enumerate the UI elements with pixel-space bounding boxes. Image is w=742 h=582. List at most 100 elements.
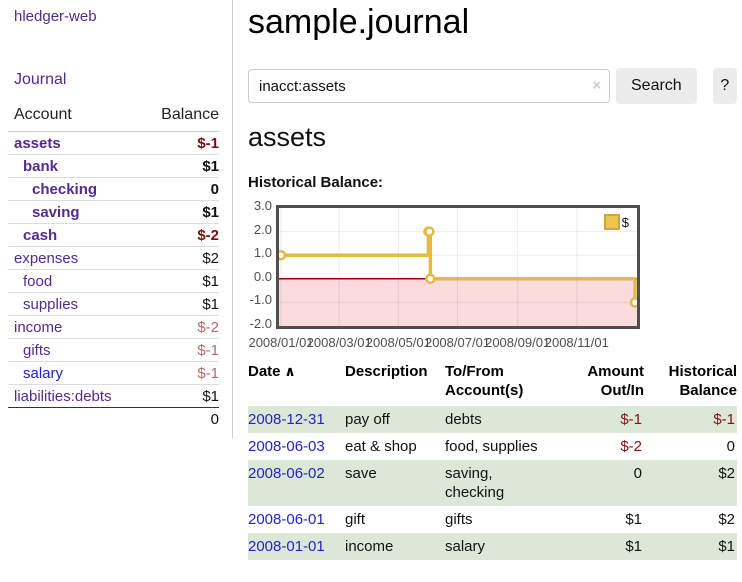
transaction-description: save <box>345 460 445 506</box>
transaction-date-link[interactable]: 2008-06-01 <box>248 511 325 528</box>
transaction-date-link[interactable]: 2008-06-02 <box>248 465 325 482</box>
account-heading: assets <box>248 122 327 152</box>
y-axis-tick-label: 3.0 <box>253 198 272 213</box>
search-form: × Search ? <box>248 68 737 104</box>
transaction-balance: $2 <box>644 460 737 506</box>
legend-label: $ <box>621 214 629 230</box>
x-axis-tick-label: 2008/09/01 <box>485 335 551 350</box>
transaction-amount: 0 <box>564 460 644 506</box>
transaction-description: pay off <box>345 406 445 433</box>
transaction-balance: $1 <box>644 533 737 560</box>
register-row: 2008-06-01 gift gifts $1 $2 <box>248 506 737 533</box>
legend-swatch-icon <box>603 214 620 230</box>
x-axis-tick-label: 2008/05/01 <box>365 335 431 350</box>
transaction-date-link[interactable]: 2008-01-01 <box>248 538 325 555</box>
sidebar-item-journal[interactable]: Journal <box>14 71 67 88</box>
y-axis-tick-label: -1.0 <box>249 292 272 308</box>
main-content: sample.journal × Search ? assets Histori… <box>248 0 737 560</box>
account-balance: $1 <box>202 157 219 175</box>
account-balance: $1 <box>202 295 219 313</box>
chart-title: Historical Balance: <box>248 174 384 191</box>
account-row-cash: cash $-2 <box>8 224 219 247</box>
account-link[interactable]: liabilities:debts <box>14 387 112 405</box>
account-link[interactable]: supplies <box>23 295 79 313</box>
transaction-amount: $-1 <box>564 406 644 433</box>
sort-ascending-icon: ∧ <box>280 363 296 379</box>
register-column-header: Historical Balance <box>668 363 737 399</box>
register-column-header: Description <box>345 363 428 380</box>
accounts-table-header: Account Balance <box>8 104 219 132</box>
transaction-amount: $-2 <box>620 438 642 455</box>
x-axis-tick-label: 2008/11/01 <box>544 335 609 350</box>
transaction-accounts: food, supplies <box>445 438 538 455</box>
register-row: 2008-06-02 save saving, checking 0 $2 <box>248 460 737 506</box>
transaction-balance: $-1 <box>644 406 737 433</box>
y-axis-tick-label: 0.0 <box>253 268 272 284</box>
historical-balance-chart: $ 3.0 2.0 1.0 0.0 -1.0 -2.0 2008/01/01 2008/03/… <box>248 198 737 350</box>
account-link[interactable]: salary <box>23 364 64 382</box>
account-balance: $1 <box>202 203 219 221</box>
account-link[interactable]: bank <box>23 157 59 175</box>
transaction-amount: $1 <box>625 511 642 528</box>
register-table: Date ∧ Description To/From Account(s) Amount… <box>248 356 737 560</box>
account-balance: $1 <box>202 387 219 405</box>
balance-column-header: Balance <box>161 106 219 123</box>
register-column-header: Amount Out/In <box>587 363 644 399</box>
account-balance: $-1 <box>197 341 219 359</box>
account-row-checking: checking 0 <box>8 178 219 201</box>
transaction-accounts: salary <box>445 533 564 560</box>
account-row-supplies: supplies $1 <box>8 293 219 316</box>
chart-legend: $ <box>601 213 631 231</box>
account-link[interactable]: income <box>14 318 63 336</box>
accounts-total-value: 0 <box>210 410 219 428</box>
transaction-amount: $1 <box>564 533 644 560</box>
app-brand-link[interactable]: hledger-web <box>14 8 97 25</box>
account-link[interactable]: checking <box>32 180 98 198</box>
account-balance: $1 <box>202 272 219 290</box>
account-row-expenses: expenses $2 <box>8 247 219 270</box>
sidebar-divider <box>232 0 233 438</box>
accounts-table: Account Balance assets $-1 bank $1 checking 0… <box>8 104 219 430</box>
account-row-food: food $1 <box>8 270 219 293</box>
transaction-accounts: gifts <box>445 511 473 528</box>
help-button[interactable]: ? <box>712 68 737 104</box>
account-link[interactable]: cash <box>23 226 58 244</box>
page-title: sample.journal <box>248 3 470 41</box>
x-axis-tick-label: 2008/03/01 <box>306 335 372 350</box>
clear-search-icon[interactable]: × <box>592 77 601 94</box>
account-link[interactable]: gifts <box>23 341 51 359</box>
y-axis-tick-label: 2.0 <box>253 221 272 237</box>
account-balance: $-1 <box>197 134 219 152</box>
accounts-total-row: 0 <box>8 408 219 430</box>
account-row-liabilities-debts: liabilities:debts $1 <box>8 385 219 408</box>
account-balance: $-2 <box>197 318 219 336</box>
account-link[interactable]: assets <box>14 134 61 152</box>
account-link[interactable]: expenses <box>14 249 79 267</box>
transaction-accounts: debts <box>445 406 564 433</box>
register-row: 2008-12-31 pay off debts $-1 $-1 <box>248 406 737 433</box>
account-row-assets: assets $-1 <box>8 132 219 155</box>
account-row-salary: salary $-1 <box>8 362 219 385</box>
chart-plot-area: $ <box>276 205 640 329</box>
account-balance: $2 <box>202 249 219 267</box>
chart-canvas <box>279 208 637 326</box>
x-axis-tick-label: 2008/01/01 <box>248 335 314 350</box>
register-row: 2008-06-03 eat & shop food, supplies $-2 0 <box>248 433 737 460</box>
account-balance: $-1 <box>197 364 219 382</box>
account-link[interactable]: food <box>23 272 53 290</box>
y-axis-tick-label: 1.0 <box>253 245 272 261</box>
search-button[interactable]: Search <box>616 68 697 104</box>
register-header-row: Date ∧ Description To/From Account(s) Amount… <box>248 356 737 406</box>
account-row-saving: saving $1 <box>8 201 219 224</box>
x-axis-tick-label: 2008/07/01 <box>424 335 491 350</box>
transaction-balance: $2 <box>718 511 735 528</box>
account-row-gifts: gifts $-1 <box>8 339 219 362</box>
search-input[interactable] <box>248 69 610 103</box>
register-column-header[interactable]: Date ∧ <box>248 363 296 380</box>
transaction-date-link[interactable]: 2008-06-03 <box>248 438 325 455</box>
transaction-date-link[interactable]: 2008-12-31 <box>248 411 325 428</box>
transaction-description: eat & shop <box>345 438 417 455</box>
accounts-column-header: Account <box>14 106 72 123</box>
account-link[interactable]: saving <box>32 203 80 221</box>
account-balance: 0 <box>210 180 219 198</box>
